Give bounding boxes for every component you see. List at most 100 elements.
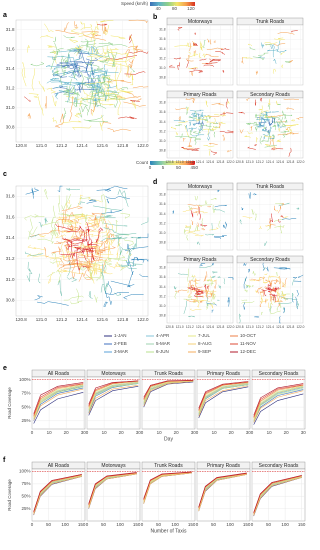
road xyxy=(69,78,74,93)
road xyxy=(252,193,257,196)
road xyxy=(271,213,273,223)
facet-title: Secondary Roads xyxy=(259,463,299,469)
road xyxy=(252,271,257,276)
road xyxy=(262,276,265,283)
road xyxy=(100,81,109,86)
road xyxy=(67,53,74,67)
road xyxy=(61,55,67,63)
road xyxy=(63,89,71,94)
y-axis-label: Road Coverage xyxy=(7,387,12,419)
x-tick-label: 0 xyxy=(31,522,34,527)
road xyxy=(205,99,208,107)
road xyxy=(100,208,107,226)
road xyxy=(276,289,280,297)
road xyxy=(244,278,246,282)
road xyxy=(101,237,121,242)
road xyxy=(117,237,121,248)
road xyxy=(277,40,280,49)
road xyxy=(78,43,97,49)
road xyxy=(102,25,110,36)
road xyxy=(222,69,225,73)
road xyxy=(59,263,72,269)
road xyxy=(259,135,262,145)
road xyxy=(90,80,94,88)
road xyxy=(206,120,215,124)
road xyxy=(54,91,75,95)
road xyxy=(139,273,149,278)
road xyxy=(55,223,73,231)
facet-title: Trunk Roads xyxy=(256,184,285,190)
road xyxy=(172,210,174,214)
road xyxy=(52,70,60,75)
road xyxy=(293,280,302,283)
road xyxy=(73,96,77,103)
road xyxy=(52,36,57,43)
road xyxy=(296,300,300,308)
road xyxy=(263,289,267,297)
series-line xyxy=(33,388,84,421)
facet-title: Primary Roads xyxy=(207,371,241,377)
road xyxy=(135,97,142,102)
road xyxy=(120,265,128,271)
road xyxy=(290,128,292,135)
road xyxy=(250,278,262,281)
road xyxy=(99,271,103,280)
road xyxy=(265,42,278,46)
road xyxy=(62,269,85,275)
y-tick-label: 31.6 xyxy=(159,275,165,279)
road xyxy=(66,239,88,245)
road xyxy=(54,84,68,89)
road xyxy=(88,102,107,109)
road xyxy=(257,289,259,294)
x-tick-label: 150 xyxy=(298,522,306,527)
road xyxy=(262,110,269,114)
road xyxy=(212,271,218,274)
road xyxy=(72,246,102,249)
road xyxy=(185,124,189,132)
road xyxy=(85,248,92,268)
panel-label: a xyxy=(3,12,7,19)
road xyxy=(206,303,209,310)
x-tick-label: 30 xyxy=(246,430,252,435)
y-tick-label: 31.6 xyxy=(6,46,15,51)
road xyxy=(263,127,267,129)
series-line xyxy=(253,386,304,421)
road xyxy=(66,88,75,93)
y-tick-label: 31.6 xyxy=(6,214,15,219)
road xyxy=(268,120,272,126)
series-line xyxy=(253,390,304,423)
legend-label: 6-JUN xyxy=(156,349,169,354)
road xyxy=(93,74,109,78)
road xyxy=(129,50,149,54)
road xyxy=(192,285,195,293)
road xyxy=(275,210,279,212)
road xyxy=(65,251,94,256)
road xyxy=(88,218,104,222)
road xyxy=(91,91,94,98)
road xyxy=(269,137,272,146)
road xyxy=(83,119,109,123)
series-line xyxy=(253,477,302,516)
road xyxy=(282,110,284,117)
road xyxy=(209,143,218,145)
road xyxy=(107,255,126,262)
x-tick-label: 0 xyxy=(196,430,199,435)
road xyxy=(187,54,190,61)
road xyxy=(61,213,85,216)
road xyxy=(90,269,95,284)
road xyxy=(273,37,284,40)
road xyxy=(276,49,282,54)
road xyxy=(86,67,94,80)
road xyxy=(291,292,294,298)
road xyxy=(271,279,280,282)
road xyxy=(260,97,262,102)
road xyxy=(293,277,297,279)
road xyxy=(101,210,122,214)
y-tick-label: 31.4 xyxy=(6,66,15,71)
road xyxy=(263,135,271,138)
road xyxy=(245,285,249,289)
road xyxy=(93,83,99,97)
road xyxy=(109,232,115,241)
road xyxy=(130,99,140,103)
